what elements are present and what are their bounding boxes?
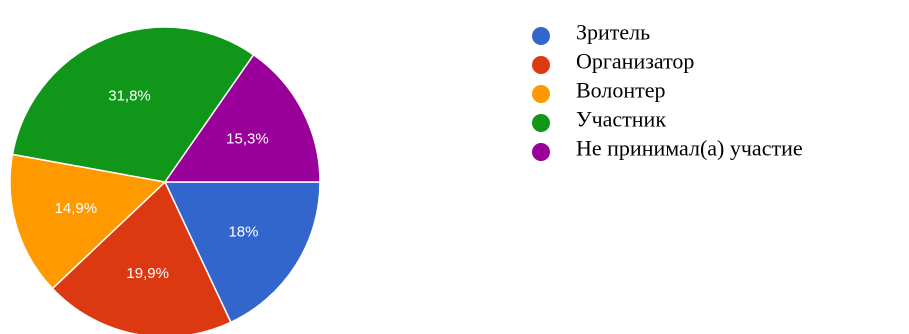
pie-slice-label-0: 18%: [228, 223, 258, 240]
pie-slice-label-4: 15,3%: [226, 130, 269, 147]
pie-slice-1: [51, 180, 232, 334]
legend-label-2: Волонтер: [576, 78, 666, 103]
pie-slice-label-1: 19,9%: [126, 265, 169, 282]
pie-slice-2: [9, 153, 167, 290]
pie-slice-3: [11, 26, 255, 183]
pie-slice-labels: 18% 19,9% 14,9% 31,8% 15,3%: [55, 88, 269, 282]
legend-marker-3: [532, 114, 550, 132]
legend-marker-1: [532, 56, 550, 74]
pie-slice-label-3: 31,8%: [108, 88, 151, 105]
legend-label-4: Не принимал(а) участие: [576, 136, 803, 161]
legend-label-1: Организатор: [576, 49, 694, 74]
legend-marker-2: [532, 85, 550, 103]
legend-marker-0: [532, 27, 550, 45]
pie-slice-label-2: 14,9%: [55, 200, 98, 217]
legend-label-0: Зритель: [576, 20, 650, 45]
legend: Зритель Организатор Волонтер Участник Не при…: [532, 20, 803, 161]
pie-slice-0: [163, 181, 321, 324]
pie-slices: [9, 26, 321, 334]
pie-slice-4: [163, 53, 321, 183]
legend-label-3: Участник: [576, 107, 666, 132]
legend-marker-4: [532, 143, 550, 161]
